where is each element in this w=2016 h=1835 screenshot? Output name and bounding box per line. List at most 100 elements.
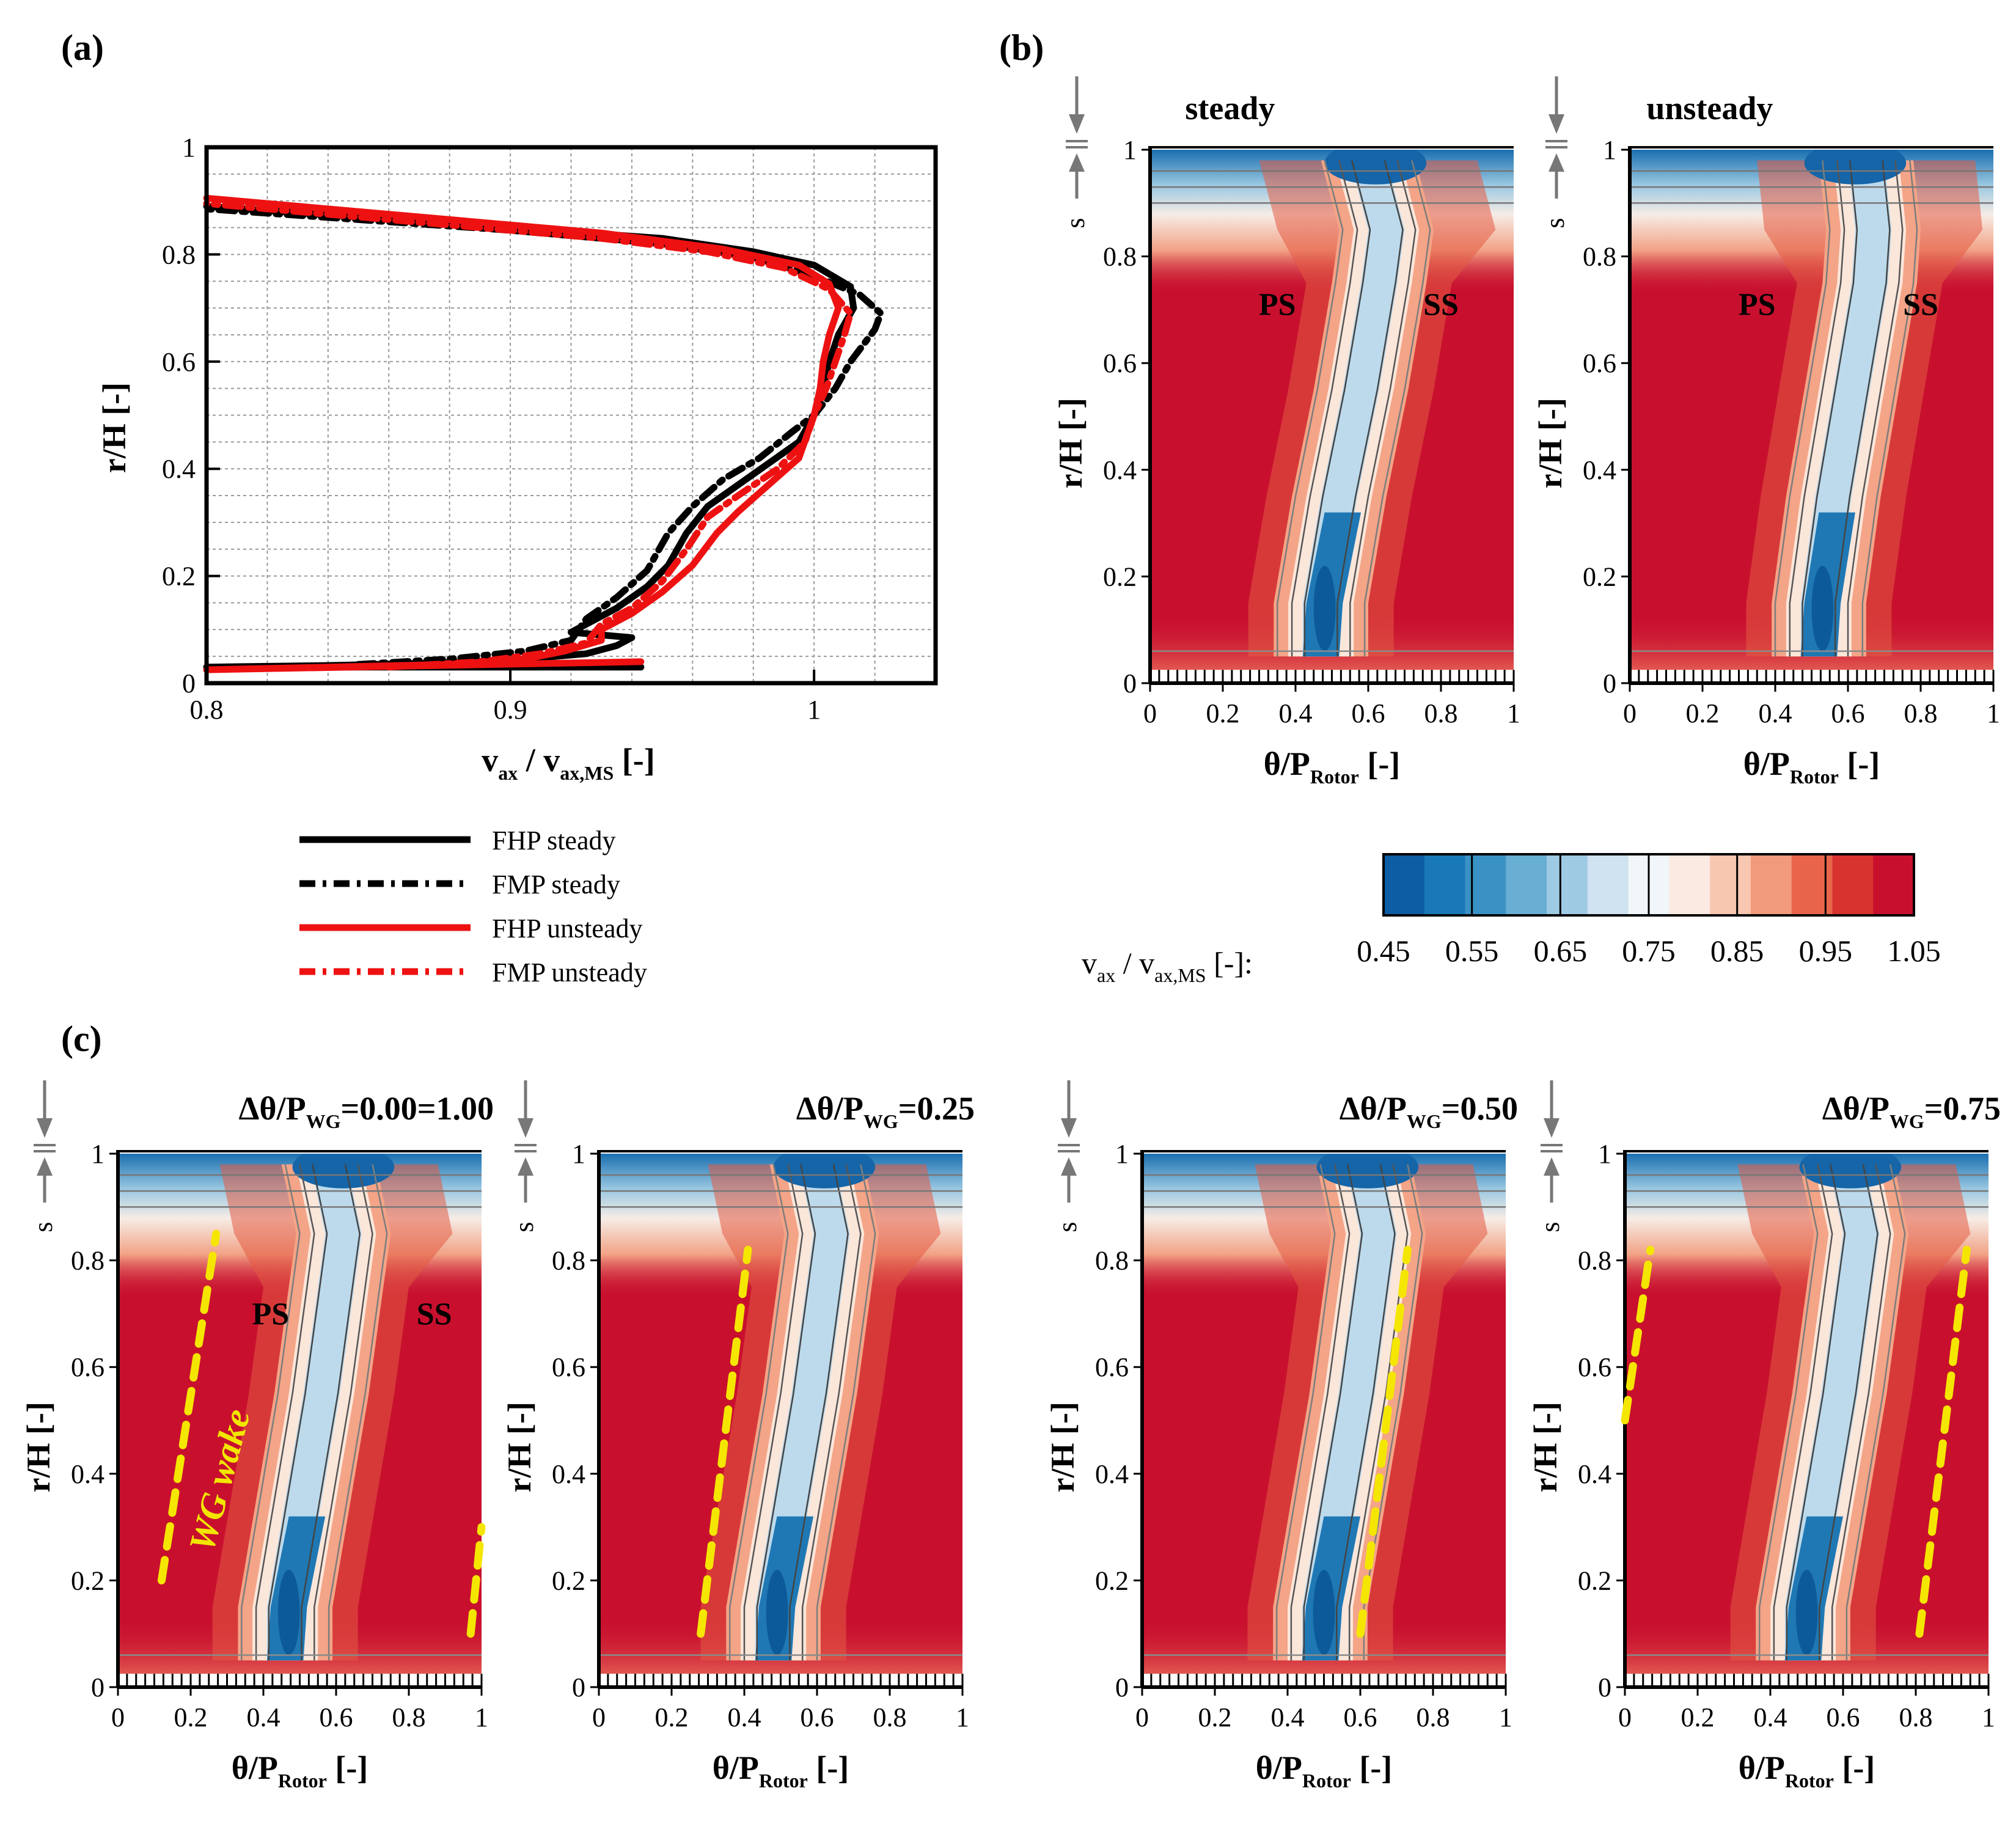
y-tick-label: 1	[91, 1139, 104, 1169]
x-tick-label: 0	[1623, 698, 1637, 728]
x-tick-label: 0.4	[728, 1702, 761, 1732]
x-tick-label: 0.8	[190, 695, 224, 725]
x-axis-label: θ/PRotor [-]	[1743, 745, 1880, 788]
colorbar-swatch	[1384, 854, 1425, 915]
y-tick-label: 0.8	[1103, 242, 1137, 272]
series-group	[203, 194, 884, 673]
isoline	[1303, 1164, 1363, 1661]
x-tick-label: 1	[956, 1702, 969, 1732]
y-tick-label: 0.8	[1583, 242, 1616, 272]
contour-subplot: 0 0.2 0.4 0.6 0.8 1 0 0.2 0.4 0.6 0.8 1 r/H [-] θ/PRo…	[20, 1080, 494, 1792]
line-chart-a: 0.8 0.9 1 0 0.2 0.4 0.6 0.8 1 r/H [-] vax / vax,…	[96, 133, 938, 784]
marker-arrow-up	[1069, 153, 1085, 172]
ss-label: SS	[417, 1297, 452, 1331]
isoline	[1336, 1164, 1396, 1661]
y-tick-label: 0.8	[552, 1246, 585, 1276]
y-axis-label: r/H [-]	[1532, 398, 1569, 488]
panel-label-a: (a)	[61, 27, 104, 68]
legend-label: FHP unsteady	[492, 914, 643, 943]
legend-label: FMP steady	[492, 870, 620, 899]
y-tick-label: 0.4	[162, 454, 196, 484]
isoline	[1303, 160, 1371, 657]
ss-label: SS	[1903, 288, 1938, 323]
y-tick-label: 1	[572, 1139, 585, 1169]
panel-label-b: (b)	[999, 27, 1044, 68]
y-tick-label: 0	[1603, 668, 1616, 698]
xlabel-sub: Rotor	[1790, 766, 1839, 788]
subplot-title: unsteady	[1646, 90, 1773, 126]
y-tick-label: 0	[1598, 1672, 1611, 1702]
y-tick-label: 0.4	[1583, 455, 1616, 485]
x-tick-label: 0.2	[1198, 1702, 1232, 1732]
y-tick-label: 0.2	[552, 1566, 585, 1595]
contour-subplot: 0 0.2 0.4 0.6 0.8 1 0 0.2 0.4 0.6 0.8 1 r/H [-] θ/PRo…	[1532, 76, 2000, 788]
y-tick-label: 0	[182, 668, 196, 698]
isoline	[301, 1164, 361, 1661]
colorbar-swatch	[1424, 854, 1466, 915]
contour-subplot: 0 0.2 0.4 0.6 0.8 1 0 0.2 0.4 0.6 0.8 1 r/H [-] θ/PRo…	[1044, 1080, 1518, 1792]
ps-label: PS	[1259, 288, 1296, 323]
y-tick-label: 0	[91, 1672, 104, 1702]
y-tick-label: 0.2	[1095, 1566, 1129, 1595]
x-tick-label: 1	[807, 695, 821, 725]
isoline	[313, 1164, 373, 1661]
xlabel-sub: Rotor	[278, 1770, 327, 1792]
x-tick-label: 0.6	[1827, 1702, 1860, 1732]
series-line-fhp-steady	[203, 203, 857, 671]
wake-core-dark	[1313, 1569, 1335, 1655]
colorbar-tick-label: 0.45	[1357, 934, 1410, 968]
phase-title: Δθ/PWG=0.50	[1340, 1090, 1518, 1132]
xlabel-main: θ/P	[713, 1749, 759, 1786]
isoline	[1773, 1164, 1833, 1661]
y-tick-label: 0	[1115, 1672, 1129, 1702]
isoline	[728, 1164, 789, 1661]
legend: FHP steady FMP steady FHP unsteady FMP unst…	[299, 826, 647, 987]
x-axis-label: θ/PRotor [-]	[1264, 745, 1401, 788]
phase-sub: WG	[1407, 1110, 1442, 1132]
x-tick-label: 0.8	[1904, 698, 1938, 728]
colorbar-swatch	[1832, 854, 1874, 915]
isoline	[1802, 160, 1858, 657]
y-axis-label: r/H [-]	[501, 1402, 538, 1492]
isoline	[1861, 160, 1918, 657]
y-axis-label: r/H [-]	[1527, 1402, 1564, 1492]
x-axis-label: θ/PRotor [-]	[1256, 1749, 1393, 1792]
colorbar-swatch	[1506, 854, 1548, 915]
ps-label: PS	[252, 1297, 290, 1331]
isoline	[1834, 160, 1891, 657]
colorbar-swatch	[1587, 854, 1629, 915]
y-tick-label: 0.8	[1095, 1246, 1129, 1276]
phase-prefix: Δθ/P	[239, 1090, 306, 1127]
x-tick-label: 0	[1143, 698, 1157, 728]
isoline	[255, 1164, 315, 1661]
marker-arrow-down	[1549, 114, 1564, 134]
xlabel-main: θ/P	[1739, 1749, 1785, 1786]
x-tick-label: 0.8	[1899, 1702, 1933, 1732]
y-tick-label: 0.6	[1095, 1352, 1129, 1382]
phase-sub: WG	[306, 1110, 341, 1132]
marker-s: s	[1052, 1222, 1082, 1232]
y-tick-label: 0	[1123, 668, 1137, 698]
isoline	[816, 1164, 876, 1661]
isoline	[328, 1164, 388, 1661]
x-axis-label: θ/PRotor [-]	[232, 1749, 368, 1792]
marker-s: s	[1540, 218, 1570, 228]
y-tick-label: 0.2	[1578, 1566, 1611, 1595]
x-tick-label: 0.4	[1271, 1702, 1305, 1732]
phase-sub: WG	[1890, 1110, 1924, 1132]
x-tick-label: 0.8	[1424, 698, 1458, 728]
y-tick-label: 0.2	[1103, 562, 1137, 592]
phase-value: =0.25	[898, 1090, 975, 1127]
phase-prefix: Δθ/P	[1340, 1090, 1407, 1127]
phase-prefix: Δθ/P	[1822, 1090, 1890, 1127]
xlabel-main: θ/P	[1743, 745, 1790, 782]
marker-arrow-up	[1061, 1157, 1077, 1176]
y-axis-label: r/H [-]	[1044, 1402, 1081, 1492]
ticks: 0.8 0.9 1 0 0.2 0.4 0.6 0.8 1	[162, 133, 821, 725]
wake-core-dark	[1313, 565, 1336, 651]
phase-prefix: Δθ/P	[796, 1090, 863, 1127]
isoline	[1348, 1164, 1409, 1661]
ps-label: PS	[1739, 288, 1776, 323]
x-tick-label: 0	[1135, 1702, 1149, 1732]
